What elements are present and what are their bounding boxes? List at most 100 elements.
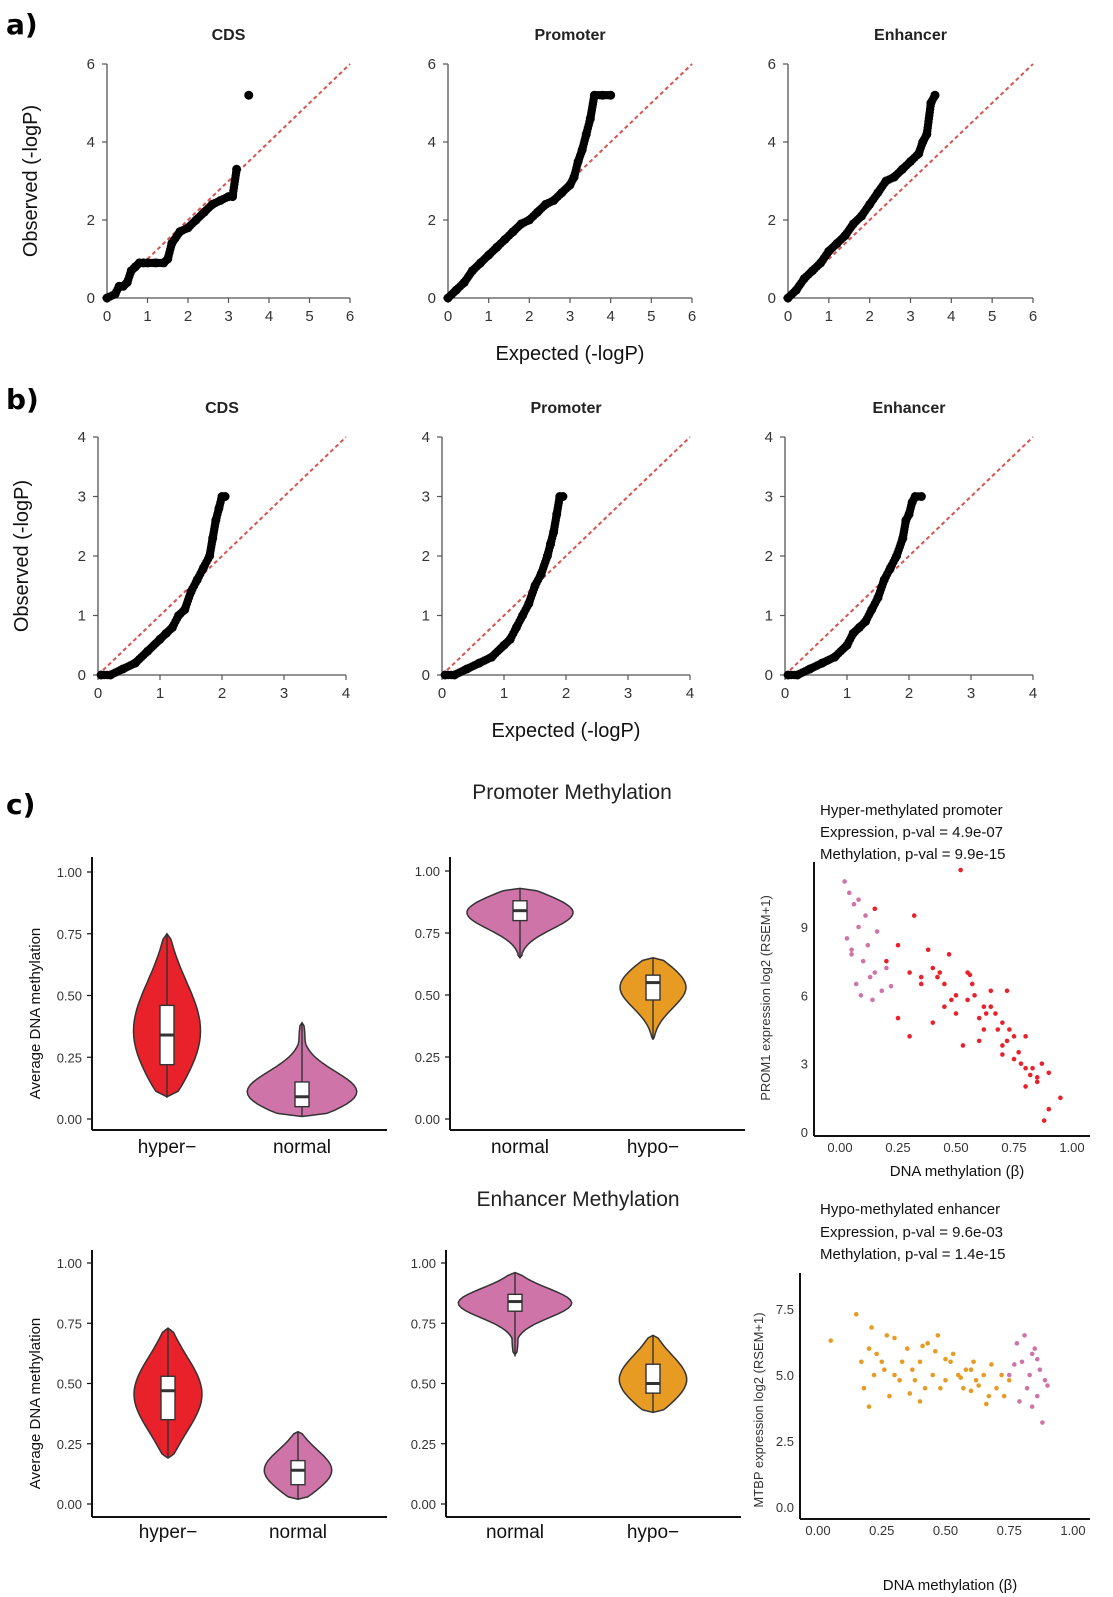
scatter-point bbox=[994, 1385, 999, 1391]
qq-point bbox=[824, 246, 834, 256]
y-tick-label: 2 bbox=[87, 212, 95, 229]
scatter-point bbox=[1004, 1038, 1010, 1044]
y-tick-label: 0.00 bbox=[415, 1112, 440, 1127]
scatter-title-line: Methylation, p-val = 9.9e-15 bbox=[820, 846, 1006, 863]
y-tick-label: 7.5 bbox=[776, 1302, 794, 1317]
qq-point bbox=[783, 670, 793, 680]
y-tick-label: 0 bbox=[78, 667, 86, 684]
x-tick-label: 0.00 bbox=[827, 1140, 852, 1155]
qq-point bbox=[783, 293, 793, 303]
y-tick-label: 6 bbox=[801, 988, 808, 1003]
qq-plot-b-enhancer: Enhancer 0 1 2 3 4 0 1 2 3 4 bbox=[765, 400, 1038, 702]
scatter-point bbox=[986, 1393, 992, 1399]
y-tick-label: 4 bbox=[768, 134, 776, 151]
scatter-point bbox=[1035, 1356, 1040, 1362]
category-label: normal bbox=[273, 1137, 331, 1158]
qq-point bbox=[573, 157, 583, 166]
y-tick-label: 0.00 bbox=[57, 1497, 82, 1512]
scatter-point bbox=[976, 1038, 982, 1044]
qq-point bbox=[462, 664, 472, 674]
scatter-point bbox=[1029, 1351, 1035, 1357]
qq-plot-a-cds: CDS 0 1 2 3 4 5 6 0 2 4 6 Observed (-logP) bbox=[20, 27, 354, 325]
scatter-point bbox=[1046, 1106, 1052, 1112]
scatter-point bbox=[1029, 1404, 1035, 1409]
x-axis-label: Expected (-logP) bbox=[492, 720, 641, 742]
scatter-point bbox=[872, 970, 878, 975]
x-tick-label: 5 bbox=[647, 308, 655, 325]
y-tick-label: 3 bbox=[801, 1057, 808, 1072]
y-axis-label: PROM1 expression log2 (RSEM+1) bbox=[758, 895, 773, 1101]
scatter-point bbox=[917, 1399, 923, 1404]
x-tick-label: 0.25 bbox=[885, 1140, 910, 1155]
qq-point bbox=[808, 266, 817, 276]
scatter-point bbox=[1014, 1341, 1020, 1346]
reference-line bbox=[787, 63, 1034, 299]
chart-title: Promoter bbox=[534, 27, 605, 44]
x-tick-label: 0.75 bbox=[997, 1523, 1022, 1538]
x-tick-label: 0 bbox=[103, 308, 111, 325]
reference-line bbox=[97, 436, 347, 676]
scatter-point bbox=[899, 1359, 905, 1365]
x-tick-label: 1 bbox=[825, 308, 833, 325]
qq-point bbox=[892, 551, 902, 561]
scatter-point bbox=[1023, 1065, 1028, 1071]
scatter-point bbox=[918, 981, 924, 987]
x-tick-label: 6 bbox=[688, 308, 696, 325]
scatter-point bbox=[968, 1367, 974, 1373]
scatter-point bbox=[869, 1325, 874, 1330]
y-tick-label: 0.25 bbox=[411, 1437, 436, 1452]
y-tick-label: 3 bbox=[765, 489, 773, 506]
qq-point bbox=[228, 192, 238, 202]
qq-point bbox=[487, 652, 497, 662]
qq-point bbox=[848, 219, 858, 229]
x-tick-label: 0.25 bbox=[869, 1523, 894, 1538]
scatter-point bbox=[958, 1375, 964, 1380]
qq-point bbox=[130, 658, 140, 668]
x-tick-label: 2 bbox=[525, 308, 533, 325]
scatter-point bbox=[960, 1043, 966, 1048]
x-tick-label: 2 bbox=[905, 685, 913, 702]
scatter-point bbox=[988, 988, 994, 994]
scatter-point bbox=[882, 1367, 887, 1373]
y-tick-label: 0.00 bbox=[411, 1497, 436, 1512]
scatter-point bbox=[851, 901, 857, 907]
y-tick-label: 0.50 bbox=[57, 989, 82, 1004]
y-tick-label: 3 bbox=[78, 489, 86, 506]
x-tick-label: 1 bbox=[500, 685, 508, 702]
qq-point bbox=[180, 605, 190, 615]
scatter-point bbox=[983, 1011, 989, 1016]
y-tick-label: 0.75 bbox=[411, 1316, 436, 1331]
x-tick-label: 3 bbox=[967, 685, 975, 702]
scatter-point bbox=[1023, 1034, 1028, 1039]
scatter-point bbox=[1000, 1052, 1005, 1057]
y-tick-label: 0.75 bbox=[57, 927, 82, 942]
scatter-point bbox=[973, 1377, 979, 1383]
qq-point bbox=[897, 164, 907, 174]
scatter-point bbox=[1022, 1333, 1027, 1338]
y-tick-label: 4 bbox=[78, 429, 86, 446]
qq-point bbox=[118, 664, 128, 674]
box-iqr bbox=[160, 1375, 176, 1421]
scatter-point bbox=[946, 952, 952, 957]
y-axis-label: Average DNA methylation bbox=[27, 1318, 44, 1489]
qq-point bbox=[208, 533, 218, 543]
x-tick-label: 0.00 bbox=[805, 1523, 830, 1538]
y-tick-label: 4 bbox=[765, 429, 773, 446]
scatter-point bbox=[1016, 1049, 1021, 1055]
y-axis-label: Average DNA methylation bbox=[27, 928, 44, 1099]
panel-label-a: a) bbox=[6, 8, 38, 41]
qq-point bbox=[161, 628, 171, 638]
qq-point bbox=[585, 114, 595, 124]
qq-point bbox=[476, 258, 486, 268]
qq-point bbox=[155, 634, 165, 644]
scatter-point bbox=[999, 1372, 1004, 1378]
qq-point bbox=[536, 569, 546, 579]
y-tick-label: 0 bbox=[765, 667, 773, 684]
qq-point bbox=[96, 670, 106, 680]
qq-point bbox=[143, 258, 152, 268]
qq-point bbox=[524, 215, 534, 225]
scatter-point bbox=[853, 1311, 859, 1317]
scatter-point bbox=[912, 1377, 918, 1383]
scatter-point bbox=[1039, 1061, 1045, 1066]
scatter-point bbox=[1042, 1377, 1048, 1383]
